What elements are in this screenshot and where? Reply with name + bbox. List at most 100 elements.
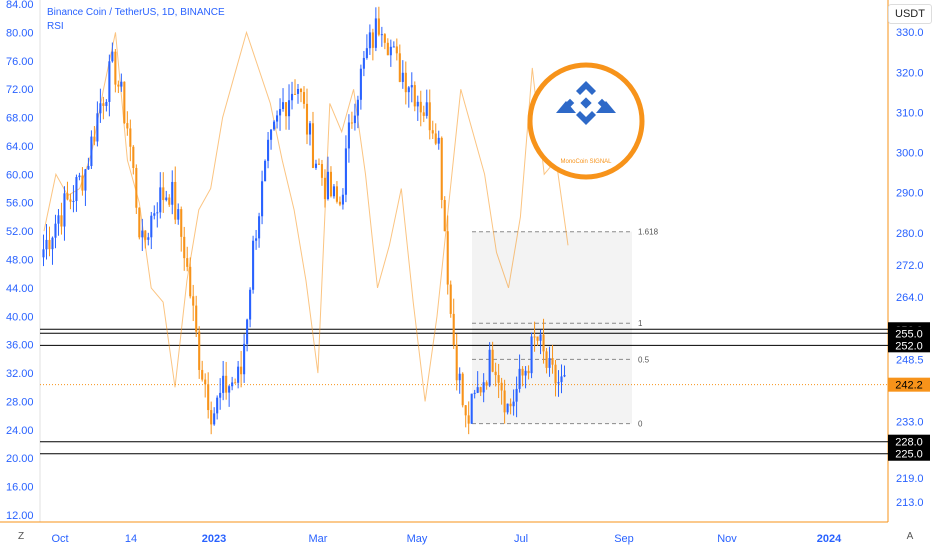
candlesticks[interactable] bbox=[42, 6, 566, 435]
candle-body bbox=[407, 87, 410, 93]
time-tick-label: Jul bbox=[514, 533, 528, 545]
candle-body bbox=[509, 403, 512, 407]
candle bbox=[416, 95, 419, 121]
symbol-title[interactable]: Binance Coin / TetherUS, 1D, BINANCE bbox=[47, 7, 225, 18]
auto-scale-toggle[interactable]: A bbox=[906, 531, 914, 542]
right-tick-label: 330.0 bbox=[896, 27, 924, 39]
binance-right-wing bbox=[596, 101, 616, 113]
candle-body bbox=[69, 199, 72, 202]
candle bbox=[437, 130, 440, 150]
candle bbox=[153, 205, 156, 220]
candle-body bbox=[102, 103, 105, 106]
candle-body bbox=[548, 358, 551, 368]
candle bbox=[114, 49, 117, 93]
candle-body bbox=[350, 122, 353, 124]
candle-body bbox=[168, 197, 171, 205]
currency-label[interactable]: USDT bbox=[888, 4, 932, 24]
candle-body bbox=[536, 336, 539, 341]
left-tick-label: 80.00 bbox=[6, 27, 34, 39]
candle-body bbox=[458, 373, 461, 381]
candle bbox=[509, 398, 512, 415]
candle bbox=[542, 318, 545, 364]
candle bbox=[147, 232, 150, 246]
candle bbox=[81, 167, 84, 196]
candle bbox=[213, 407, 216, 426]
candle-body bbox=[398, 53, 401, 82]
candle bbox=[395, 38, 398, 61]
right-tick-label: 248.5 bbox=[896, 354, 924, 366]
candle-body bbox=[380, 34, 383, 36]
candle bbox=[341, 188, 344, 210]
candle-body bbox=[270, 129, 273, 140]
candle-body bbox=[311, 123, 315, 168]
candle-body bbox=[243, 343, 246, 375]
candle bbox=[278, 98, 282, 131]
fibonacci-retracement[interactable]: 1.618 1 0.5 0 bbox=[472, 228, 659, 429]
candle-body bbox=[470, 393, 473, 424]
candle bbox=[458, 367, 461, 394]
candle-body bbox=[371, 32, 374, 48]
candle-body bbox=[482, 382, 485, 393]
candle bbox=[57, 209, 60, 236]
right-tick-label: 233.0 bbox=[896, 417, 924, 429]
candle bbox=[353, 103, 356, 131]
candle bbox=[317, 158, 321, 165]
candle bbox=[464, 405, 467, 428]
candle bbox=[548, 346, 551, 377]
candle-body bbox=[63, 193, 66, 227]
candle bbox=[156, 202, 159, 228]
fib-level-label: 1.618 bbox=[638, 228, 659, 237]
candle-body bbox=[410, 85, 413, 88]
candle-body bbox=[231, 382, 234, 387]
left-tick-label: 40.00 bbox=[6, 311, 34, 323]
candle-body bbox=[518, 368, 521, 389]
candle-body bbox=[99, 103, 102, 114]
candle-body bbox=[539, 334, 542, 341]
candle-body bbox=[189, 266, 192, 297]
candle-body bbox=[428, 102, 431, 131]
candle-body bbox=[419, 101, 422, 113]
candle bbox=[287, 84, 291, 130]
candle bbox=[195, 295, 198, 337]
candle bbox=[521, 366, 524, 387]
candle-body bbox=[114, 51, 117, 85]
candle bbox=[84, 168, 87, 206]
candle bbox=[255, 229, 258, 250]
candle-body bbox=[138, 207, 141, 238]
candle bbox=[350, 111, 353, 129]
candle bbox=[51, 236, 54, 265]
left-tick-label: 16.00 bbox=[6, 482, 34, 494]
candle bbox=[329, 166, 332, 198]
zoom-toggle[interactable]: Z bbox=[17, 531, 25, 542]
candle-body bbox=[512, 401, 515, 407]
candle-body bbox=[278, 109, 282, 116]
candle-body bbox=[78, 175, 81, 178]
rsi-legend[interactable]: RSI bbox=[47, 21, 64, 32]
candle-body bbox=[422, 112, 425, 116]
candle bbox=[270, 129, 273, 150]
candle bbox=[320, 159, 324, 186]
candle-body bbox=[51, 237, 54, 250]
candle-body bbox=[219, 392, 222, 398]
candle-body bbox=[365, 48, 368, 58]
candle bbox=[129, 119, 132, 162]
candle-body bbox=[57, 215, 60, 224]
candle-body bbox=[207, 384, 210, 411]
candle bbox=[123, 81, 126, 125]
candle bbox=[557, 370, 560, 397]
candle-body bbox=[246, 319, 249, 344]
horizontal-levels[interactable] bbox=[40, 328, 888, 455]
candle-body bbox=[183, 236, 186, 259]
candle-body bbox=[437, 137, 440, 144]
left-tick-label: 44.00 bbox=[6, 283, 34, 295]
candle bbox=[515, 376, 518, 418]
candle-body bbox=[249, 289, 252, 320]
candle-body bbox=[75, 177, 78, 201]
candle-body bbox=[159, 187, 162, 213]
candle bbox=[276, 110, 279, 129]
candle bbox=[264, 159, 267, 182]
candle bbox=[281, 88, 285, 112]
candle bbox=[356, 95, 359, 129]
candle-body bbox=[302, 92, 306, 104]
